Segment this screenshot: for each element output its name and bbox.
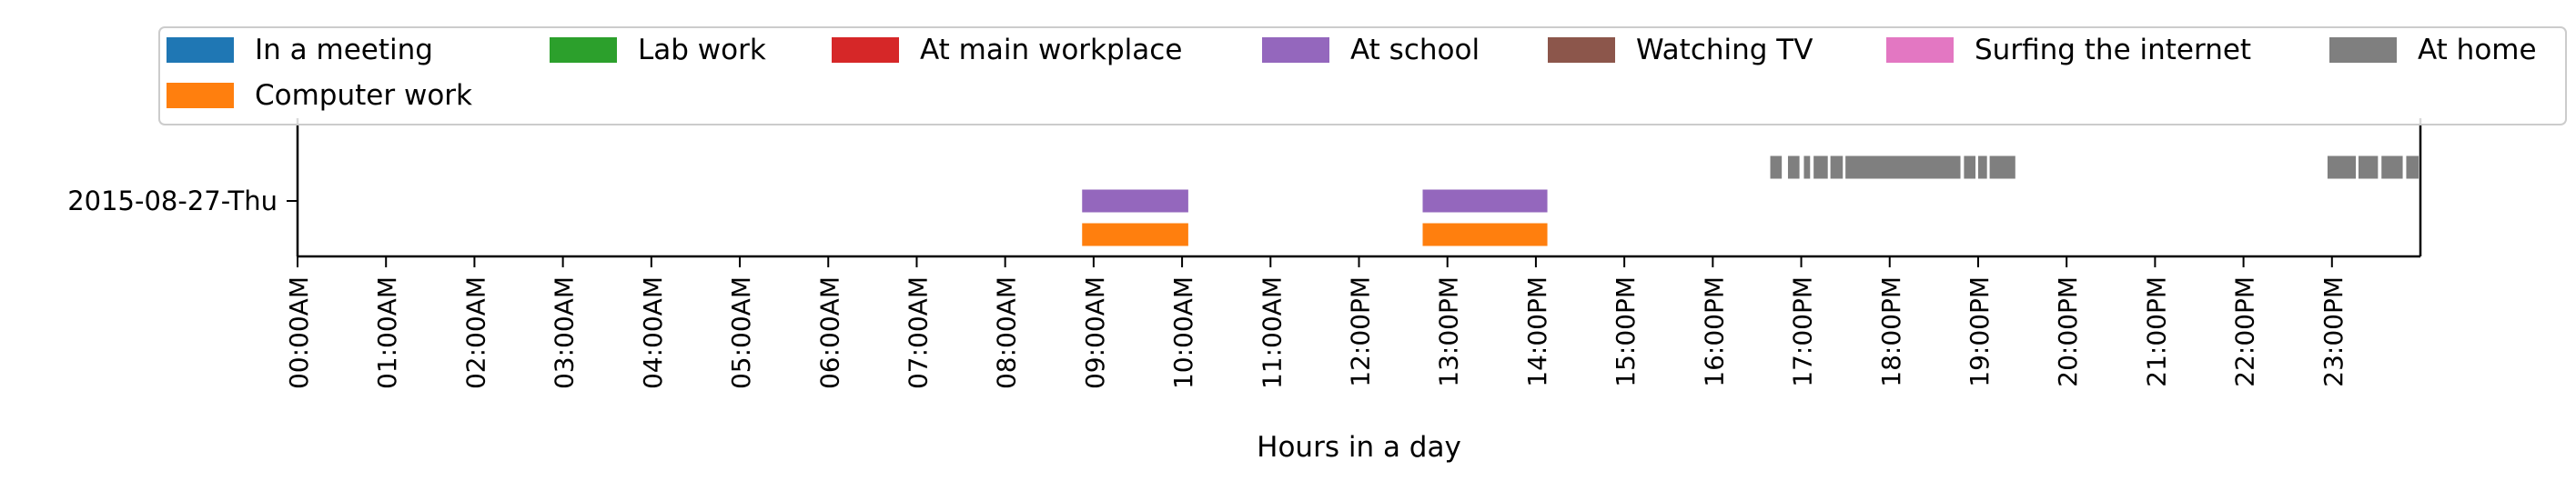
- x-tick-label: 21:00PM: [2141, 276, 2171, 387]
- x-tick-label: 14:00PM: [1522, 276, 1552, 387]
- x-tick-label: 23:00PM: [2318, 276, 2349, 387]
- legend-swatch: [167, 37, 234, 63]
- bar-at-home-11: [2381, 155, 2403, 179]
- bar-at-home-7: [1977, 155, 1987, 179]
- x-tick-label: 22:00PM: [2230, 276, 2260, 387]
- y-tick-label: 2015-08-27-Thu: [67, 185, 278, 216]
- bar-at-home-9: [2327, 155, 2357, 179]
- legend-label: At main workplace: [920, 34, 1182, 66]
- chart-axes: [296, 118, 2422, 258]
- x-tick-label: 20:00PM: [2053, 276, 2083, 387]
- x-tick-label: 12:00PM: [1346, 276, 1376, 387]
- x-tick-label: 00:00AM: [284, 276, 314, 389]
- bar-at-home-12: [2406, 155, 2419, 179]
- legend-swatch: [167, 83, 234, 108]
- bar-at-home-8: [1989, 155, 2015, 179]
- bar-at-school-1: [1422, 189, 1548, 213]
- legend-swatch: [1548, 37, 1615, 63]
- bar-at-home-6: [1964, 155, 1976, 179]
- bar-at-home-1: [1787, 155, 1800, 179]
- x-tick-label: 11:00AM: [1257, 276, 1287, 389]
- bar-at-home-10: [2358, 155, 2379, 179]
- legend-swatch: [1262, 37, 1329, 63]
- legend-swatch: [2329, 37, 2397, 63]
- bar-computer-work-1: [1422, 223, 1548, 246]
- x-tick-label: 06:00AM: [814, 276, 844, 389]
- x-tick-label: 05:00AM: [726, 276, 756, 389]
- x-tick-label: 08:00AM: [992, 276, 1022, 389]
- chart-bars: [1082, 155, 2419, 246]
- x-tick-label: 04:00AM: [638, 276, 668, 389]
- bar-at-home-5: [1845, 155, 1961, 179]
- x-tick-label: 17:00PM: [1788, 276, 1818, 387]
- bar-at-home-0: [1770, 155, 1783, 179]
- bar-at-school-0: [1082, 189, 1188, 213]
- x-tick-label: 19:00PM: [1965, 276, 1995, 387]
- x-tick-label: 01:00AM: [372, 276, 402, 389]
- legend-label: Watching TV: [1636, 34, 1813, 66]
- x-axis-label: Hours in a day: [1257, 431, 1461, 464]
- legend-label: Surfing the internet: [1975, 34, 2251, 66]
- legend-swatch: [550, 37, 617, 63]
- y-axis-labels: 2015-08-27-Thu: [67, 185, 298, 216]
- legend: In a meeting Lab work At main workplace At …: [158, 26, 2567, 125]
- bar-at-home-4: [1830, 155, 1844, 179]
- legend-label: In a meeting: [255, 34, 433, 66]
- legend-box: [158, 26, 2567, 125]
- x-tick-label: 10:00AM: [1168, 276, 1198, 389]
- x-tick-label: 02:00AM: [460, 276, 490, 389]
- x-tick-label: 07:00AM: [903, 276, 933, 389]
- x-tick-label: 18:00PM: [1876, 276, 1906, 387]
- legend-label: Lab work: [638, 34, 766, 66]
- bar-at-home-2: [1803, 155, 1811, 179]
- legend-label: At home: [2418, 34, 2537, 66]
- legend-label: Computer work: [255, 79, 472, 112]
- x-tick-label: 03:00AM: [550, 276, 580, 389]
- legend-swatch: [1886, 37, 1954, 63]
- x-tick-label: 15:00PM: [1611, 276, 1641, 387]
- x-tick-label: 13:00PM: [1434, 276, 1464, 387]
- legend-label: At school: [1350, 34, 1480, 66]
- x-tick-label: 09:00AM: [1080, 276, 1110, 389]
- bar-computer-work-0: [1082, 223, 1188, 246]
- legend-swatch: [832, 37, 899, 63]
- x-tick-label: 16:00PM: [1699, 276, 1729, 387]
- bar-at-home-3: [1813, 155, 1828, 179]
- x-axis-ticks: 00:00AM 01:00AM 02:00AM 03:00AM 04:00AM 05:00…: [284, 256, 2349, 389]
